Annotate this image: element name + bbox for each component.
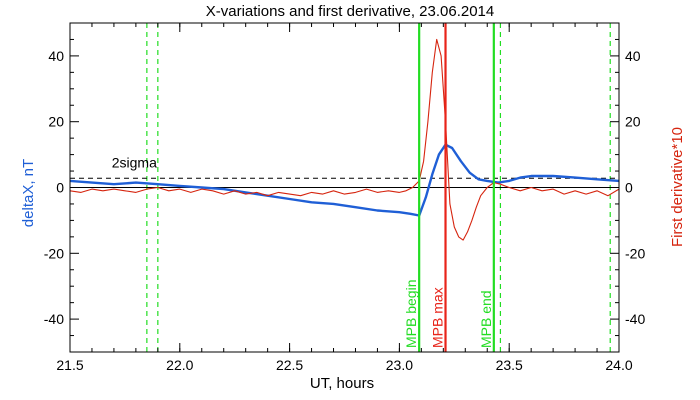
x-axis-title: UT, hours	[310, 375, 374, 392]
y-left-tick-label-1: -20	[44, 245, 64, 261]
x-tick-label-3: 23.0	[386, 357, 413, 373]
series-line-derivative	[69, 38, 620, 241]
threshold-label: 2sigma	[112, 154, 157, 170]
x-tick-label-1: 22.0	[166, 357, 193, 373]
chart-title: X-variations and first derivative, 23.06…	[206, 3, 495, 20]
y-right-tick-label-4: 40	[625, 48, 641, 64]
x-tick-label-0: 21.5	[56, 357, 83, 373]
plot-area: 2sigma MPB begin MPB max MPB end	[69, 23, 620, 352]
x-tick-label-4: 23.5	[496, 357, 523, 373]
y-left-tick-label-2: 0	[56, 180, 64, 196]
y-right-tick-label-2: 0	[625, 180, 633, 196]
x-tick-label-5: 24.0	[605, 357, 632, 373]
y-axis-title-left: deltaX, nT	[20, 159, 37, 227]
event-label-1: MPB max	[430, 287, 446, 348]
y-left-tick-label-4: 40	[48, 48, 64, 64]
y-axis-title-right: First derivative*10	[669, 127, 686, 247]
y-left-tick-label-0: -40	[44, 311, 64, 327]
event-label-2: MPB end	[478, 290, 494, 348]
x-tick-label-2: 22.5	[276, 357, 303, 373]
y-left-tick-label-3: 20	[48, 114, 64, 130]
event-label-0: MPB begin	[403, 280, 419, 348]
y-right-tick-label-0: -40	[625, 311, 645, 327]
axes: 21.5 22.0 22.5 23.0 23.5 24.0 -40 -40 -20 -20 0 0 20…	[44, 22, 645, 373]
y-right-tick-label-3: 20	[625, 114, 641, 130]
y-right-tick-label-1: -20	[625, 245, 645, 261]
